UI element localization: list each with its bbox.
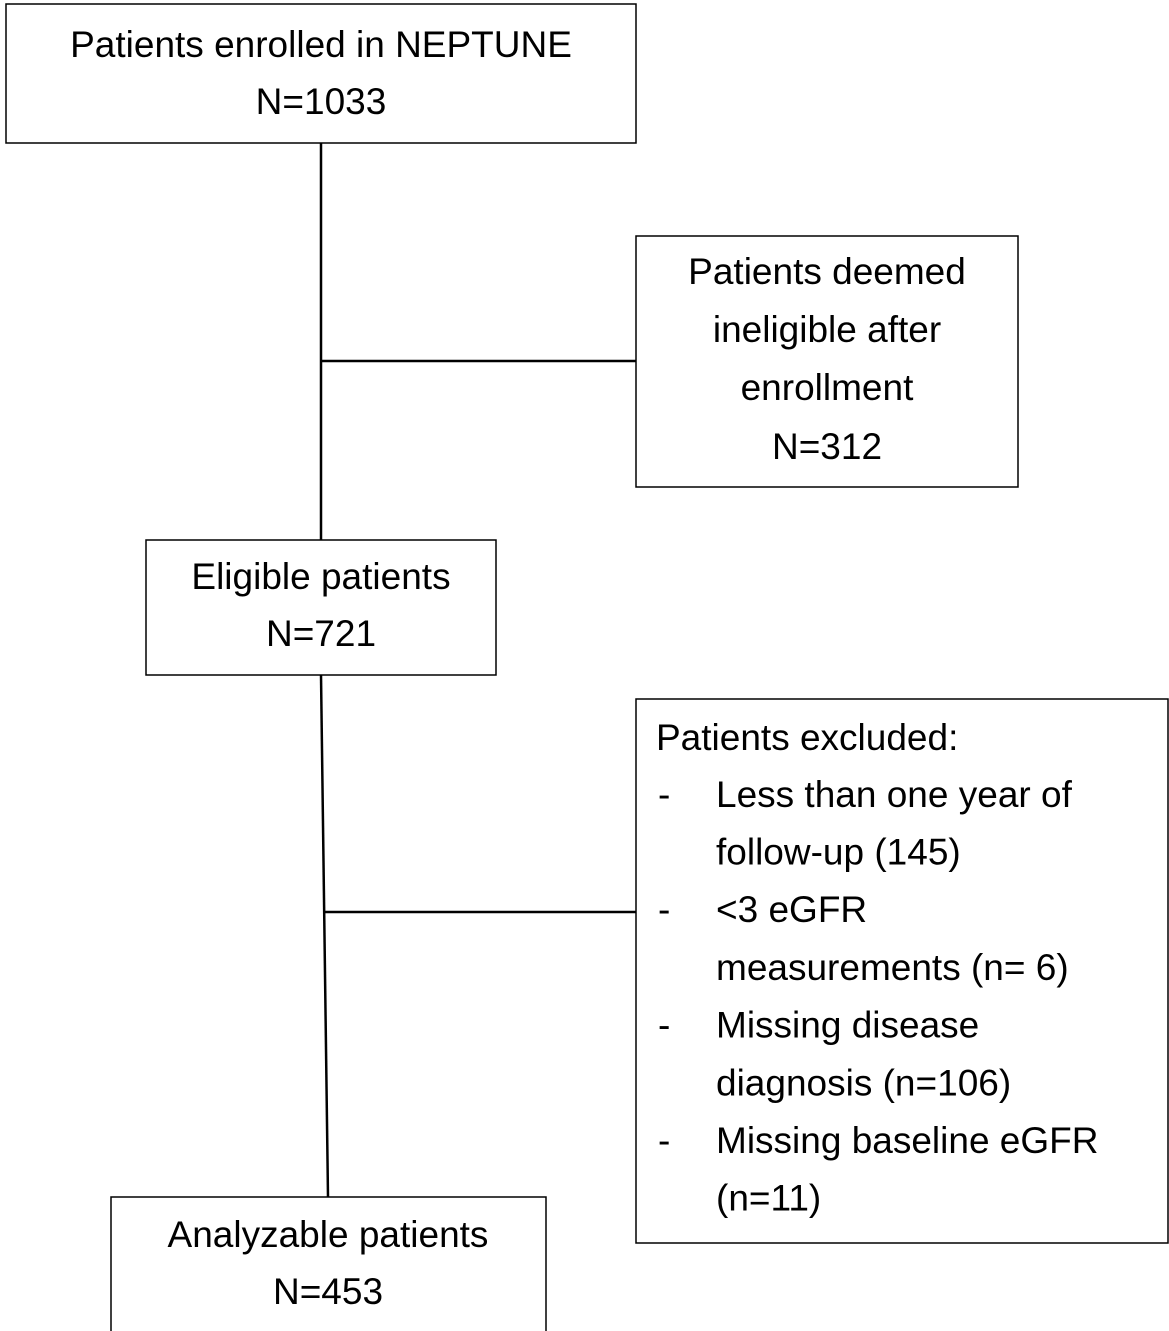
node-box (145, 539, 497, 676)
node-text: - (658, 774, 670, 815)
node-text: N=1033 (256, 81, 387, 122)
node-text: N=453 (273, 1271, 383, 1312)
node-box (635, 698, 1169, 1244)
node-text: Missing baseline eGFR (716, 1120, 1098, 1161)
node-text: N=312 (772, 426, 882, 467)
node-text: Patients deemed (688, 251, 966, 292)
node-text: Patients enrolled in NEPTUNE (70, 24, 572, 65)
node-text: Analyzable patients (168, 1214, 489, 1255)
node-text: Patients excluded: (656, 717, 958, 758)
node-text: Eligible patients (191, 556, 450, 597)
node-text: enrollment (741, 367, 914, 408)
node-text: Less than one year of (716, 774, 1073, 815)
node-box (110, 1196, 547, 1331)
node-text: N=721 (266, 613, 376, 654)
node-text: - (658, 1005, 670, 1046)
node-text: ineligible after (713, 309, 941, 350)
node-text: diagnosis (n=106) (716, 1062, 1011, 1103)
node-text: Missing disease (716, 1005, 979, 1046)
node-box (5, 3, 637, 144)
node-text: - (658, 1120, 670, 1161)
node-text: (n=11) (716, 1178, 821, 1219)
connector (319, 674, 330, 1198)
node-text: - (658, 889, 670, 930)
node-text: <3 eGFR (716, 889, 867, 930)
node-text: follow-up (145) (716, 831, 961, 872)
node-text: measurements (n= 6) (716, 947, 1069, 988)
node-box (635, 235, 1019, 488)
